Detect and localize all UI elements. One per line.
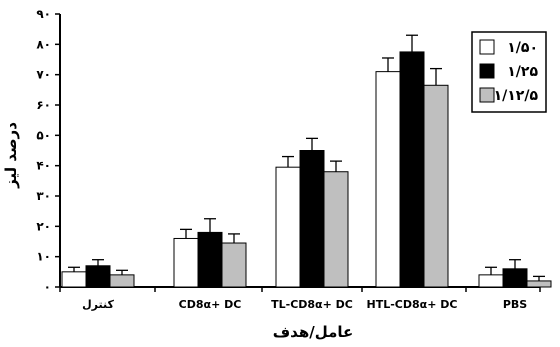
bar [399, 51, 425, 288]
y-tick-label: ۰ [44, 280, 51, 294]
bar [526, 280, 552, 288]
x-tick-label: CD8α+ DC [179, 298, 242, 311]
bar [375, 71, 401, 288]
legend-label: ۱/۵۰ [507, 40, 538, 56]
bar [275, 166, 301, 288]
bar [299, 150, 325, 288]
plot-area: ۰ ۱۰ ۲۰ ۳۰ ۴۰ ۵۰ ۶۰ ۷۰ ۸۰ ۹۰ کنترل CD8α+ DC TL-CD8α+… [36, 7, 552, 311]
y-tick-label: ۶۰ [36, 98, 51, 112]
y-tick-label: ۴۰ [36, 159, 51, 173]
legend-label: ۱/۱۲/۵ [494, 88, 539, 104]
y-tick-label: ۹۰ [36, 7, 51, 21]
legend-swatch [479, 39, 495, 55]
y-tick-label: ۷۰ [36, 68, 51, 82]
y-tick-label: ۲۰ [36, 219, 51, 233]
y-tick-label: ۸۰ [36, 37, 51, 51]
y-tick-label: ۱۰ [36, 250, 51, 264]
x-tick-label: TL-CD8α+ DC [271, 298, 353, 311]
y-tick-label: ۳۰ [36, 189, 51, 203]
bar [85, 265, 111, 288]
legend-swatch [479, 63, 495, 79]
y-tick-label: ۵۰ [36, 128, 51, 142]
legend-label: ۱/۲۵ [507, 64, 538, 80]
bar [173, 237, 199, 288]
bar [323, 171, 349, 288]
bar [197, 231, 223, 288]
bar [478, 274, 504, 288]
bar [109, 274, 135, 288]
legend: ۱/۵۰ ۱/۲۵ ۱/۱۲/۵ [471, 31, 547, 113]
x-tick-label: HTL-CD8α+ DC [367, 298, 458, 311]
y-axis-title: درصد لیز [2, 122, 20, 189]
bar [502, 268, 528, 288]
bar [61, 271, 87, 288]
x-axis-title: عامل/هدف [273, 323, 354, 341]
x-tick-label: PBS [503, 298, 527, 311]
x-tick-label: کنترل [82, 298, 114, 311]
bar [423, 84, 449, 288]
bar [221, 242, 247, 288]
legend-swatch [479, 87, 495, 103]
